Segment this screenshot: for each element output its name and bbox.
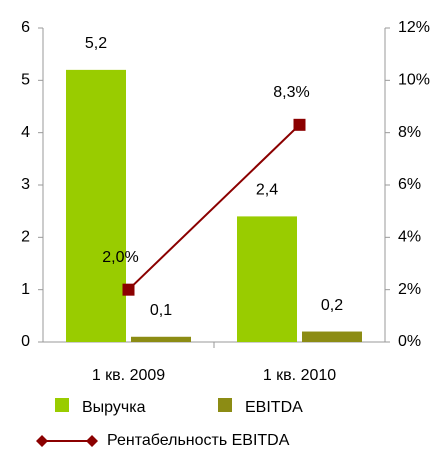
bar (302, 331, 362, 342)
y-tick-label: 1 (21, 281, 30, 298)
data-label: 2,4 (256, 182, 278, 199)
data-label: 8,3% (273, 84, 309, 101)
legend-label: Выручка (82, 399, 146, 416)
data-label: 5,2 (85, 35, 107, 52)
line-marker (293, 118, 306, 131)
legend-marker (36, 435, 98, 447)
y-tick-label: 3 (21, 176, 30, 193)
y2-tick-label: 0% (398, 333, 421, 350)
data-label: 0,2 (321, 297, 343, 314)
bar (131, 336, 191, 342)
line (127, 124, 301, 291)
legend-label: Рентабельность EBITDA (107, 432, 290, 449)
legend-swatch (218, 398, 232, 412)
y2-tick-label: 4% (398, 229, 421, 246)
line-marker (122, 283, 135, 296)
bar (66, 69, 126, 342)
legend-label: EBITDA (245, 399, 303, 416)
y-tick-label: 2 (21, 229, 30, 246)
legend-swatch (55, 398, 69, 412)
y2-tick-label: 12% (398, 19, 430, 36)
y2-tick-label: 6% (398, 176, 421, 193)
data-label: 2,0% (102, 249, 138, 266)
data-label: 0,1 (150, 302, 172, 319)
y-tick-label: 0 (21, 333, 30, 350)
y-tick-label: 6 (21, 19, 30, 36)
y-tick-label: 4 (21, 124, 30, 141)
y2-tick-label: 10% (398, 72, 430, 89)
y2-tick-label: 8% (398, 124, 421, 141)
y2-tick-label: 2% (398, 281, 421, 298)
x-tick-label: 1 кв. 2010 (263, 367, 336, 384)
x-tick-label: 1 кв. 2009 (92, 367, 165, 384)
y-tick-label: 5 (21, 72, 30, 89)
bar (237, 216, 297, 342)
